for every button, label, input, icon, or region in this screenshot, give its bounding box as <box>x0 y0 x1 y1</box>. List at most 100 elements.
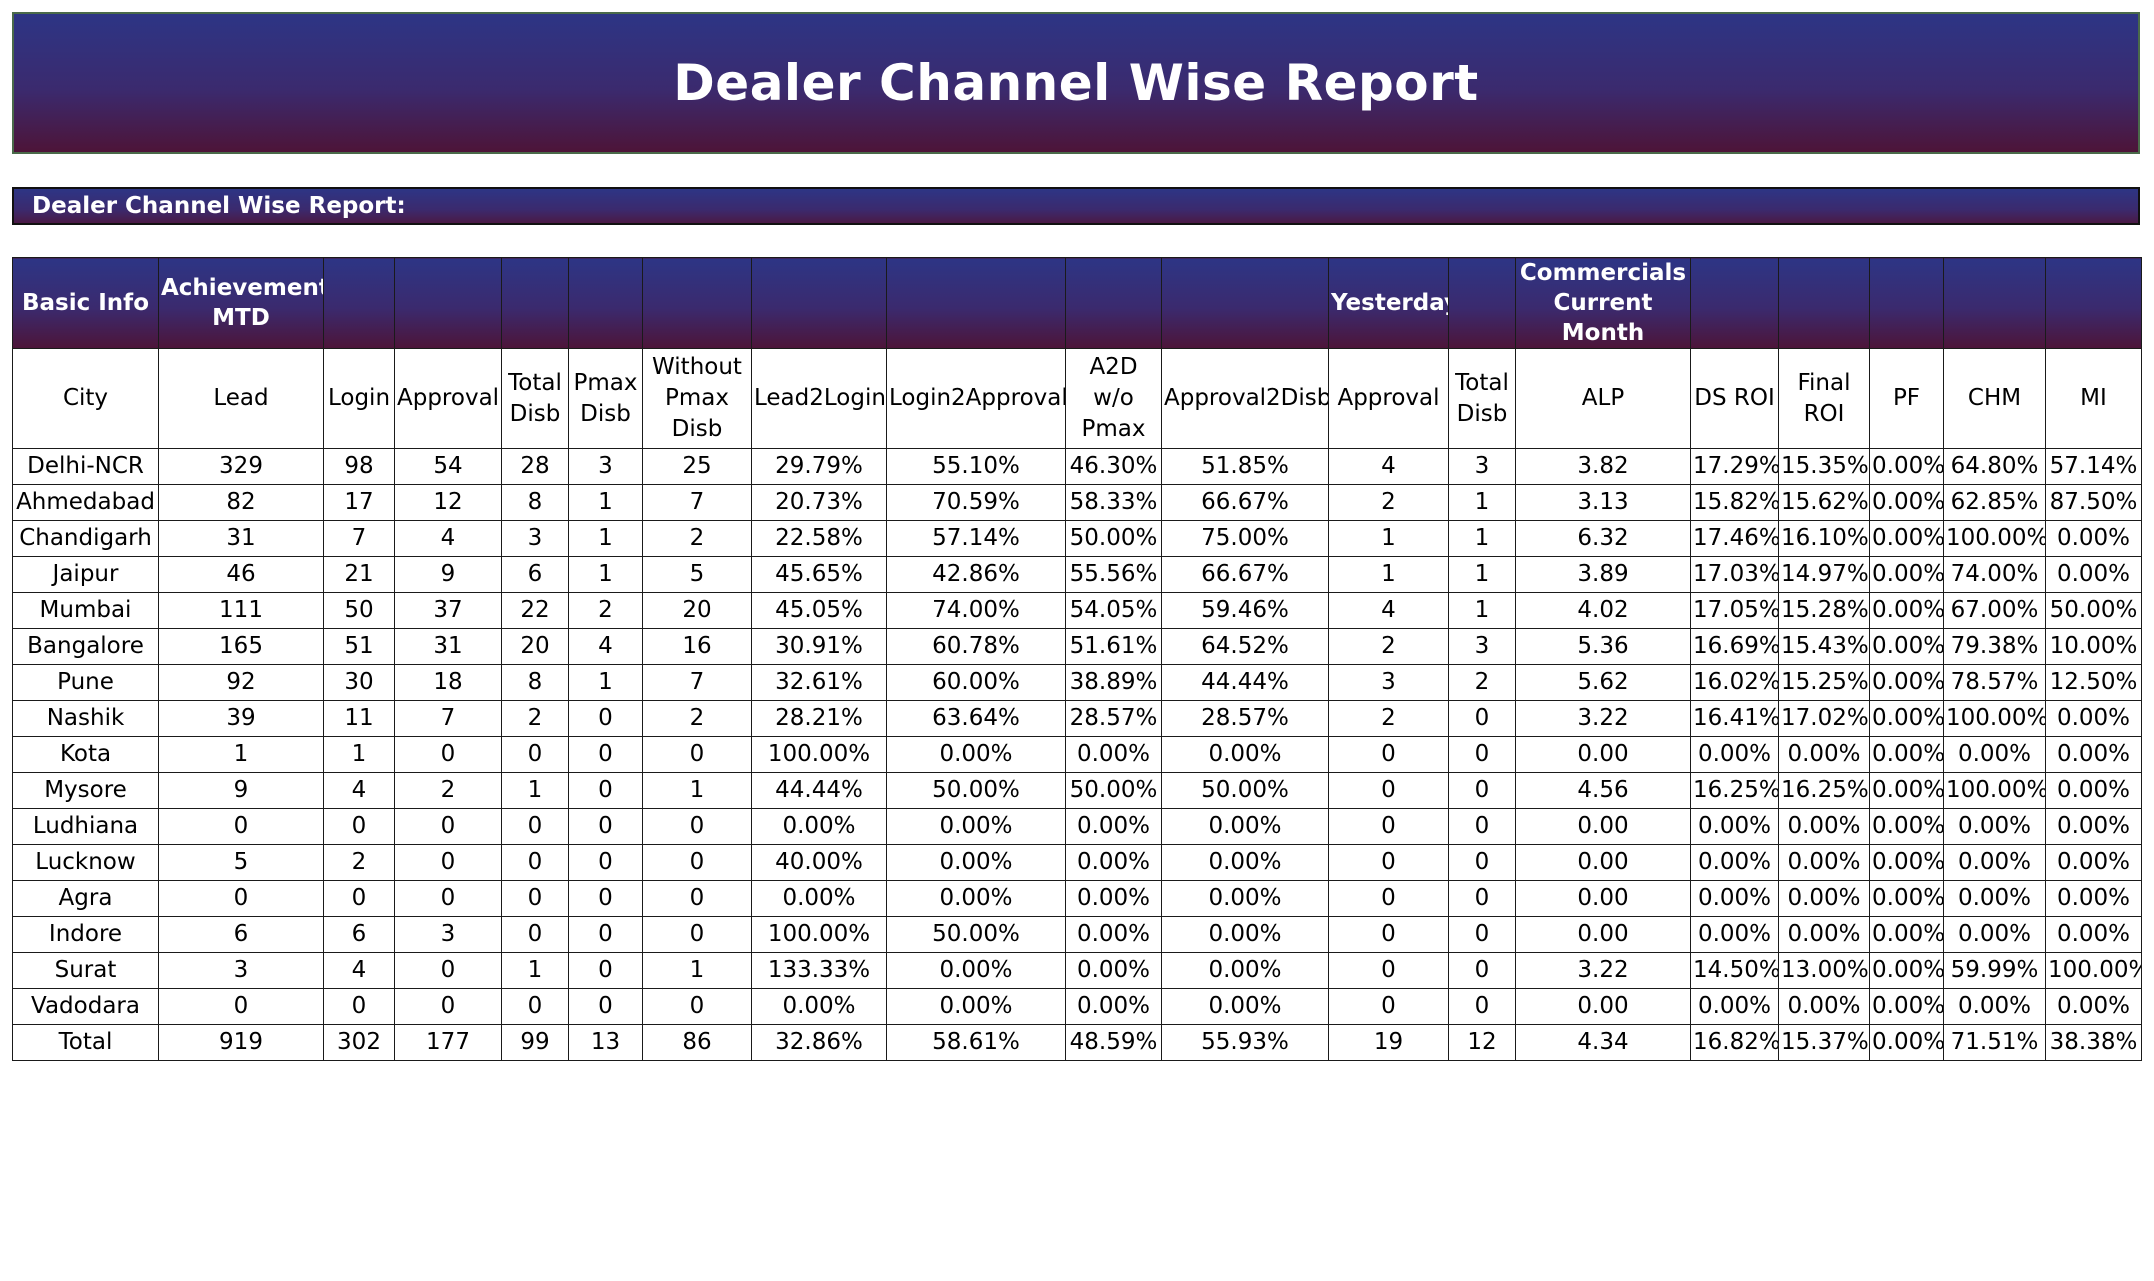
table-cell: 0.00% <box>1869 844 1944 881</box>
city-cell: Ahmedabad <box>12 484 159 521</box>
column-header-alp-13: ALP <box>1515 348 1691 449</box>
group-header-4 <box>501 257 569 349</box>
table-cell: 0.00% <box>1690 844 1779 881</box>
table-cell: 0 <box>568 952 643 989</box>
table-cell: 0.00% <box>1690 808 1779 845</box>
table-cell: 0 <box>501 844 569 881</box>
table-cell: 21 <box>323 556 395 593</box>
table-cell: 3 <box>394 916 502 953</box>
table-cell: 31 <box>394 628 502 665</box>
table-cell: 30 <box>323 664 395 701</box>
table-cell: 15.62% <box>1778 484 1870 521</box>
table-cell: 0.00% <box>2045 844 2142 881</box>
city-cell: Chandigarh <box>12 520 159 557</box>
table-cell: 1 <box>642 772 752 809</box>
table-cell: 32.61% <box>751 664 887 701</box>
table-cell: 5 <box>158 844 324 881</box>
table-cell: 54 <box>394 448 502 485</box>
table-cell: 0.00% <box>1065 736 1162 773</box>
table-cell: 0.00% <box>1869 808 1944 845</box>
table-cell: 87.50% <box>2045 484 2142 521</box>
table-cell: 17.05% <box>1690 592 1779 629</box>
table-cell: 50 <box>323 592 395 629</box>
table-cell: 42.86% <box>886 556 1066 593</box>
table-cell: 0 <box>1448 916 1516 953</box>
group-header-5 <box>568 257 643 349</box>
table-cell: 0 <box>394 952 502 989</box>
table-row: Agra 0 0 0 0 0 0 0.00% 0.00% 0.00% 0.00% 0 0 0.00 0.00… <box>12 880 2142 917</box>
table-cell: 100.00% <box>2045 952 2142 989</box>
table-cell: 0.00% <box>1065 952 1162 989</box>
table-cell: 57.14% <box>2045 448 2142 485</box>
table-cell: 1 <box>1328 520 1449 557</box>
group-header-14 <box>1690 257 1779 349</box>
table-cell: 16.25% <box>1690 772 1779 809</box>
table-cell: 0.00% <box>886 880 1066 917</box>
table-cell: 17.03% <box>1690 556 1779 593</box>
table-cell: 1 <box>1448 520 1516 557</box>
table-cell: 64.80% <box>1943 448 2046 485</box>
table-row: Nashik 39 11 7 2 0 2 28.21% 63.64% 28.57% 28.57% 2 0… <box>12 700 2142 737</box>
table-cell: 0.00% <box>1869 1024 1944 1061</box>
column-header-lead2login-7: Lead2Login <box>751 348 887 449</box>
table-cell: 0.00% <box>1869 772 1944 809</box>
column-header-pmax-disb-5: Pmax Disb <box>568 348 643 449</box>
table-cell: 7 <box>394 700 502 737</box>
table-cell: 30.91% <box>751 628 887 665</box>
table-cell: 177 <box>394 1024 502 1061</box>
table-cell: 0 <box>1328 772 1449 809</box>
table-cell: 75.00% <box>1161 520 1329 557</box>
table-cell: 0.00% <box>1869 484 1944 521</box>
table-cell: 2 <box>1328 628 1449 665</box>
city-cell: Ludhiana <box>12 808 159 845</box>
table-cell: 7 <box>323 520 395 557</box>
table-cell: 0.00% <box>2045 700 2142 737</box>
table-row: Bangalore 165 51 31 20 4 16 30.91% 60.78% 51.61% 6… <box>12 628 2142 665</box>
table-cell: 16.02% <box>1690 664 1779 701</box>
table-row: Surat 3 4 0 1 0 1 133.33% 0.00% 0.00% 0.00% 0 0 3.22 1… <box>12 952 2142 989</box>
table-cell: 4.34 <box>1515 1024 1691 1061</box>
table-cell: 8 <box>501 664 569 701</box>
table-row: Kota 1 1 0 0 0 0 100.00% 0.00% 0.00% 0.00% 0 0 0.00 0.… <box>12 736 2142 773</box>
table-cell: 0.00% <box>1869 664 1944 701</box>
table-cell: 38.38% <box>2045 1024 2142 1061</box>
table-cell: 4 <box>323 772 395 809</box>
table-cell: 48.59% <box>1065 1024 1162 1061</box>
table-cell: 45.65% <box>751 556 887 593</box>
table-row: Ludhiana 0 0 0 0 0 0 0.00% 0.00% 0.00% 0.00% 0 0 0.00… <box>12 808 2142 845</box>
table-cell: 0.00% <box>886 844 1066 881</box>
table-cell: 59.46% <box>1161 592 1329 629</box>
table-cell: 10.00% <box>2045 628 2142 665</box>
group-header-13: Commercials Current Month <box>1515 257 1691 349</box>
table-cell: 0.00% <box>1161 808 1329 845</box>
table-cell: 0.00% <box>1161 736 1329 773</box>
table-cell: 0.00% <box>2045 736 2142 773</box>
table-cell: 0 <box>642 844 752 881</box>
table-cell: 0 <box>501 736 569 773</box>
table-cell: 7 <box>642 664 752 701</box>
column-header-approval2disb-10: Approval2Disb <box>1161 348 1329 449</box>
group-header-11: Yesterday <box>1328 257 1449 349</box>
table-cell: 0.00% <box>886 808 1066 845</box>
table-cell: 0 <box>158 880 324 917</box>
section-header-bar: Dealer Channel Wise Report: <box>12 187 2140 225</box>
table-cell: 0 <box>1448 844 1516 881</box>
table-cell: 0.00% <box>1690 988 1779 1025</box>
table-cell: 2 <box>1448 664 1516 701</box>
dealer-channel-table: Basic Info Achievement MTD Yesterday Commer… <box>12 257 2142 1061</box>
table-cell: 3 <box>501 520 569 557</box>
table-cell: 4 <box>1328 448 1449 485</box>
table-cell: 82 <box>158 484 324 521</box>
table-cell: 4 <box>394 520 502 557</box>
table-cell: 0 <box>1448 808 1516 845</box>
table-cell: 0.00% <box>1869 700 1944 737</box>
table-cell: 92 <box>158 664 324 701</box>
column-header-chm-17: CHM <box>1943 348 2046 449</box>
table-cell: 2 <box>1328 700 1449 737</box>
table-cell: 2 <box>323 844 395 881</box>
table-cell: 3.22 <box>1515 952 1691 989</box>
table-cell: 0.00% <box>1869 988 1944 1025</box>
table-cell: 0.00% <box>1778 880 1870 917</box>
table-cell: 0.00% <box>751 880 887 917</box>
table-cell: 74.00% <box>1943 556 2046 593</box>
